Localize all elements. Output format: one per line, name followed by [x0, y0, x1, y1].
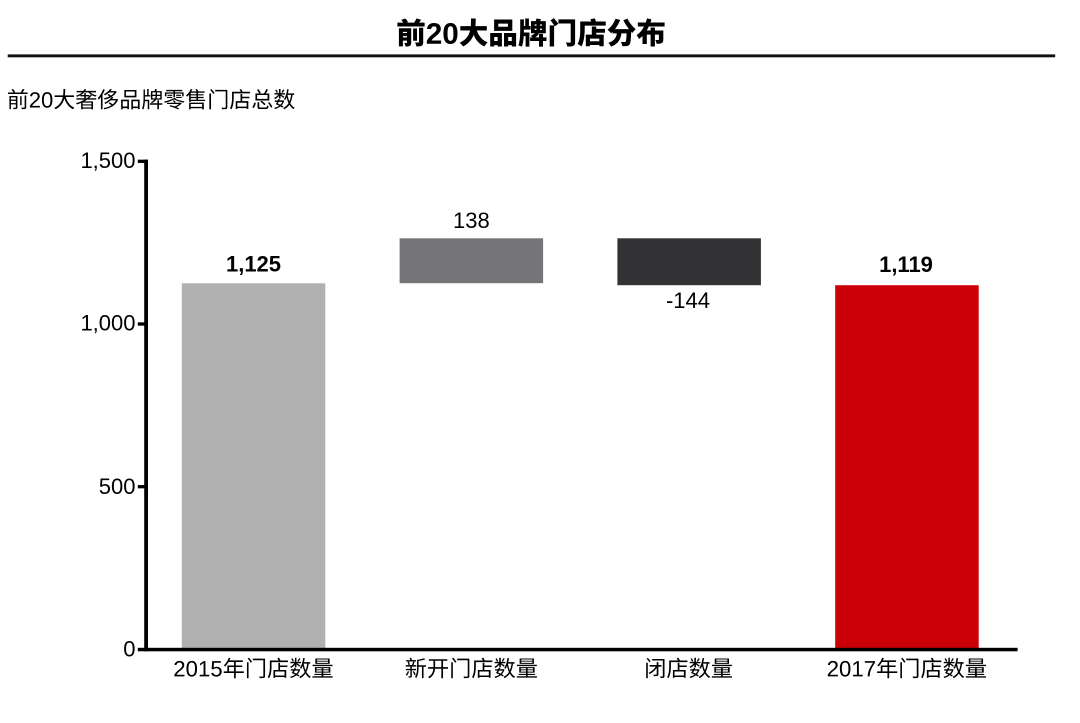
svg-text:138: 138 — [453, 208, 490, 233]
svg-text:1,500: 1,500 — [80, 148, 135, 173]
svg-text:1,000: 1,000 — [80, 311, 135, 336]
svg-text:1,125: 1,125 — [226, 252, 281, 277]
svg-text:500: 500 — [99, 474, 136, 499]
svg-text:1,119: 1,119 — [879, 252, 933, 277]
svg-text:0: 0 — [123, 636, 135, 661]
svg-text:-144: -144 — [666, 288, 710, 313]
